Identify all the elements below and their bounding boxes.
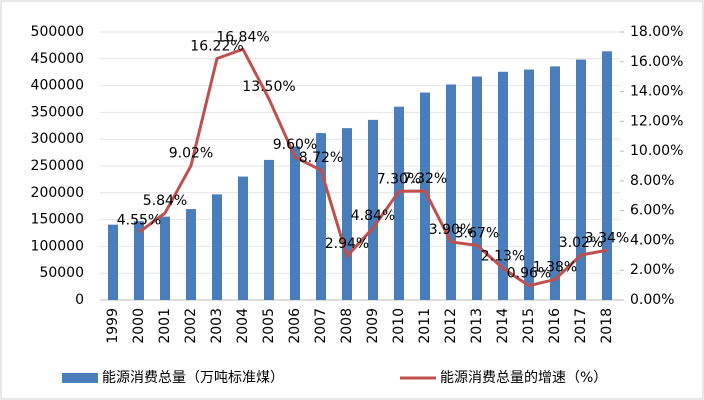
bar xyxy=(472,76,482,300)
data-label: 3.67% xyxy=(455,225,499,241)
bar xyxy=(134,221,144,300)
bar xyxy=(108,224,118,300)
y2-tick-label: 10.00% xyxy=(630,143,683,159)
data-label: 9.60% xyxy=(273,137,317,153)
x-tick-label: 2012 xyxy=(443,308,459,344)
y-tick-label: 150000 xyxy=(31,212,84,228)
bar xyxy=(238,176,248,300)
data-label: 7.32% xyxy=(403,171,447,187)
x-tick-label: 2014 xyxy=(495,308,511,344)
y2-tick-label: 14.00% xyxy=(630,84,683,100)
bar xyxy=(368,119,378,301)
x-tick-label: 2011 xyxy=(417,308,433,344)
data-label: 2.13% xyxy=(481,248,525,264)
x-tick-label: 2009 xyxy=(365,308,381,344)
bar xyxy=(602,51,612,300)
data-label: 4.84% xyxy=(351,208,395,224)
y2-tick-label: 16.00% xyxy=(630,54,683,70)
x-tick-label: 2002 xyxy=(183,308,199,344)
data-label: 8.72% xyxy=(299,150,343,166)
bar xyxy=(394,106,404,300)
y2-tick-label: 6.00% xyxy=(630,203,674,219)
y-tick-label: 50000 xyxy=(39,265,84,281)
y-tick-label: 400000 xyxy=(31,78,84,94)
legend-label: 能源消费总量的增速（%） xyxy=(440,370,607,386)
data-label: 9.02% xyxy=(169,146,213,162)
x-tick-label: 2001 xyxy=(157,308,173,344)
y2-tick-label: 8.00% xyxy=(630,173,674,189)
y-tick-label: 250000 xyxy=(31,158,84,174)
y2-tick-label: 4.00% xyxy=(630,232,674,248)
bar xyxy=(550,66,560,300)
x-tick-label: 1999 xyxy=(105,308,121,344)
data-label: 16.84% xyxy=(216,29,269,45)
data-label: 5.84% xyxy=(143,193,187,209)
y2-tick-label: 0.00% xyxy=(630,292,674,308)
x-tick-label: 2003 xyxy=(209,308,225,344)
data-label: 7.30% xyxy=(377,171,421,187)
y-tick-label: 100000 xyxy=(31,238,84,254)
data-label: 3.02% xyxy=(559,235,603,251)
bar xyxy=(160,216,170,300)
y2-tick-label: 18.00% xyxy=(630,24,683,40)
y2-tick-label: 2.00% xyxy=(630,262,674,278)
data-label: 3.90% xyxy=(429,222,473,238)
bar xyxy=(212,194,222,300)
y-tick-label: 450000 xyxy=(31,51,84,67)
bar xyxy=(420,92,430,300)
y-tick-label: 300000 xyxy=(31,131,84,147)
y-tick-label: 0 xyxy=(75,292,84,308)
legend-swatch xyxy=(62,373,98,383)
line xyxy=(138,47,608,288)
x-tick-label: 2010 xyxy=(391,308,407,344)
bar xyxy=(524,69,534,300)
x-tick-label: 2015 xyxy=(521,308,537,344)
x-tick-label: 2017 xyxy=(573,308,589,344)
x-tick-label: 2018 xyxy=(599,308,615,344)
bar xyxy=(316,133,326,300)
x-tick-label: 2016 xyxy=(547,308,563,344)
y-tick-label: 350000 xyxy=(31,104,84,120)
bar xyxy=(290,146,300,300)
data-label: 1.38% xyxy=(533,259,577,275)
bar xyxy=(264,159,274,300)
x-tick-label: 2004 xyxy=(235,308,251,344)
bar xyxy=(342,128,352,300)
data-label: 0.96% xyxy=(507,266,551,282)
legend-label: 能源消费总量（万吨标准煤） xyxy=(102,370,284,386)
bar xyxy=(576,59,586,300)
bar xyxy=(498,71,508,301)
y-tick-label: 500000 xyxy=(31,24,84,40)
bar xyxy=(186,209,196,300)
data-label: 4.55% xyxy=(117,212,161,228)
data-label: 16.22% xyxy=(190,39,243,55)
x-tick-label: 2013 xyxy=(469,308,485,344)
y-tick-label: 200000 xyxy=(31,185,84,201)
x-tick-label: 2005 xyxy=(261,308,277,344)
data-label: 3.34% xyxy=(585,230,629,246)
data-label: 13.50% xyxy=(242,79,295,95)
x-tick-label: 2000 xyxy=(131,308,147,344)
y2-tick-label: 12.00% xyxy=(630,113,683,129)
x-tick-label: 2006 xyxy=(287,308,303,344)
bar xyxy=(446,84,456,300)
x-tick-label: 2008 xyxy=(339,308,355,344)
data-label: 2.94% xyxy=(325,236,369,252)
x-tick-label: 2007 xyxy=(313,308,329,344)
